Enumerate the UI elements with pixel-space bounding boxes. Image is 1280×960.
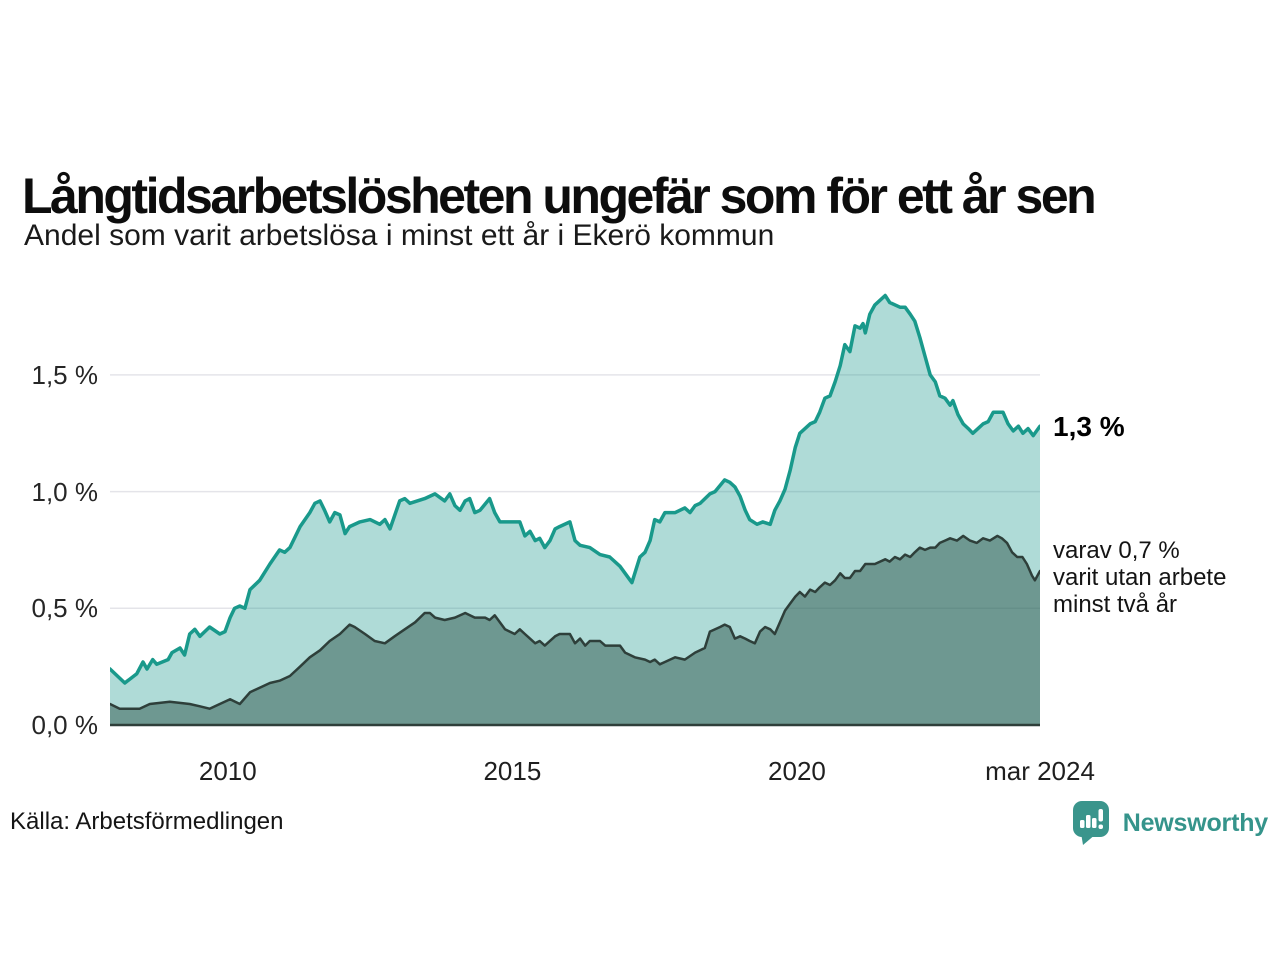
annotation-line: varit utan arbete <box>1053 564 1227 591</box>
x-tick-label: mar 2024 <box>985 756 1095 786</box>
brand-wordmark: Newsworthy <box>1122 808 1268 837</box>
line-series-two-years <box>110 534 1040 710</box>
chart-subtitle: Andel som varit arbetslösa i minst ett å… <box>24 219 775 252</box>
x-tick-label: 2010 <box>198 756 257 786</box>
latest-value-label: 1,3 % <box>1053 411 1125 442</box>
y-tick-label: 1,5 % <box>31 359 99 390</box>
y-tick-label: 1,0 % <box>31 476 99 507</box>
page-title: Långtidsarbetslösheten ungefär som för e… <box>22 167 1097 224</box>
y-tick-label: 0,5 % <box>31 593 99 624</box>
x-tick-label: 2020 <box>768 756 826 786</box>
source-attribution: Källa: Arbetsförmedlingen <box>10 808 284 835</box>
y-tick-label: 0,0 % <box>31 710 99 740</box>
annotation-line: varav 0,7 % <box>1053 537 1180 564</box>
annotation-line: minst två år <box>1053 591 1178 618</box>
x-tick-label: 2015 <box>483 756 542 786</box>
area-series-two-years <box>110 535 1040 725</box>
area-series-one-year <box>110 295 1040 725</box>
newsworthy-bubble-icon <box>1072 801 1109 845</box>
brand-logo: Newsworthy <box>1072 800 1268 846</box>
line-series-one-year <box>110 293 1040 685</box>
area-chart <box>110 293 1040 727</box>
secondary-value-annotation: varav 0,7 % varit utan arbete minst två … <box>1053 537 1226 618</box>
